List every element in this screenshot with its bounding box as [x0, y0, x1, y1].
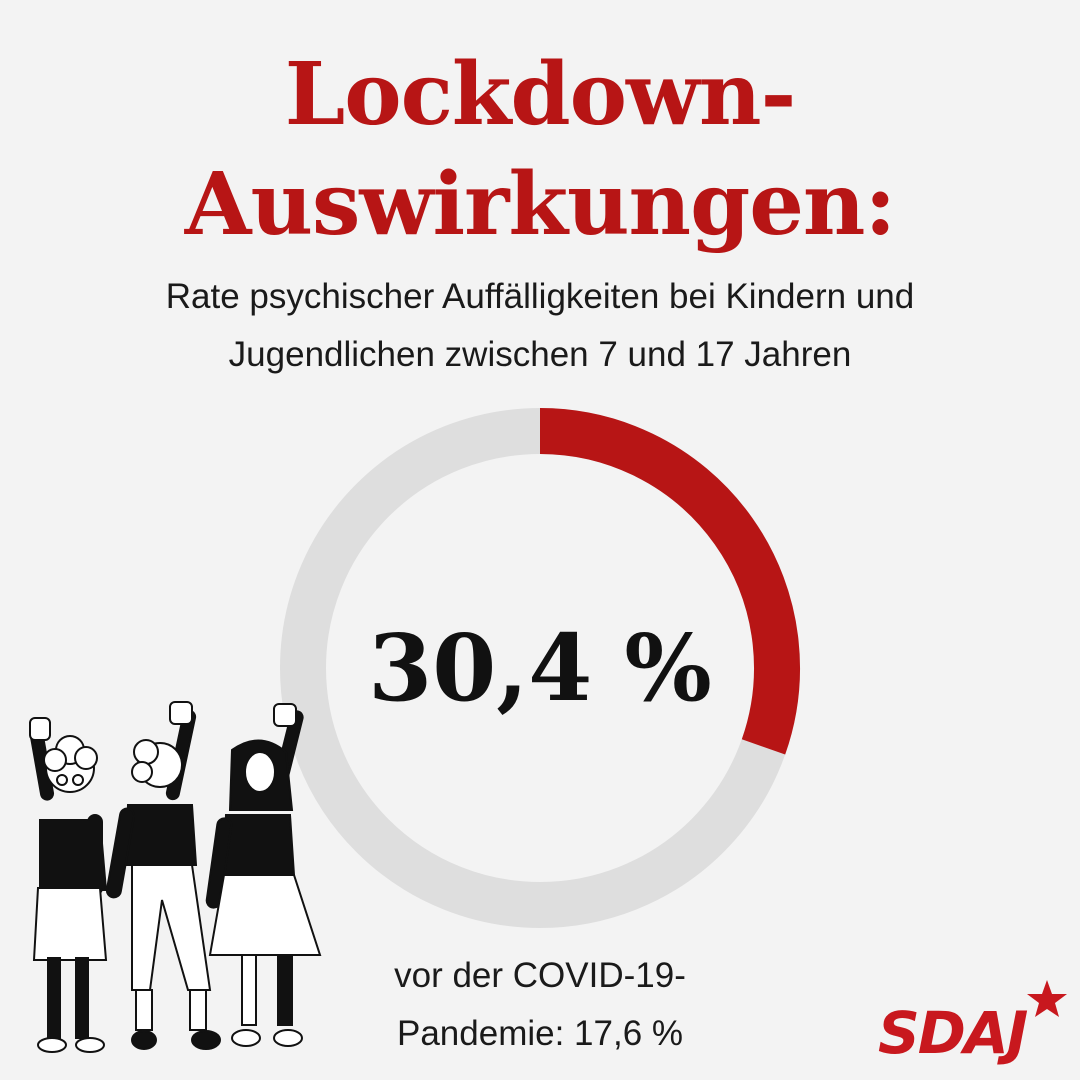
subtitle-line-1: Rate psychischer Auffälligkeiten bei Kin…	[165, 277, 915, 316]
protesting-women-illustration	[29, 701, 322, 1053]
center-value: 30,4 %	[368, 614, 712, 722]
logo-text: SDAJ	[878, 999, 1028, 1067]
donut-segment-value	[539, 408, 800, 755]
star-icon	[1027, 980, 1067, 1017]
sdaj-logo	[1027, 980, 1067, 1017]
footnote-line-2: Pandemie: 17,6 %	[396, 1014, 683, 1053]
footnote-line-1: vor der COVID-19-	[394, 956, 686, 995]
title-line-1: Lockdown-	[284, 44, 797, 145]
title-line-2: Auswirkungen:	[184, 154, 896, 255]
subtitle-line-2: Jugendlichen zwischen 7 und 17 Jahren	[228, 335, 852, 374]
